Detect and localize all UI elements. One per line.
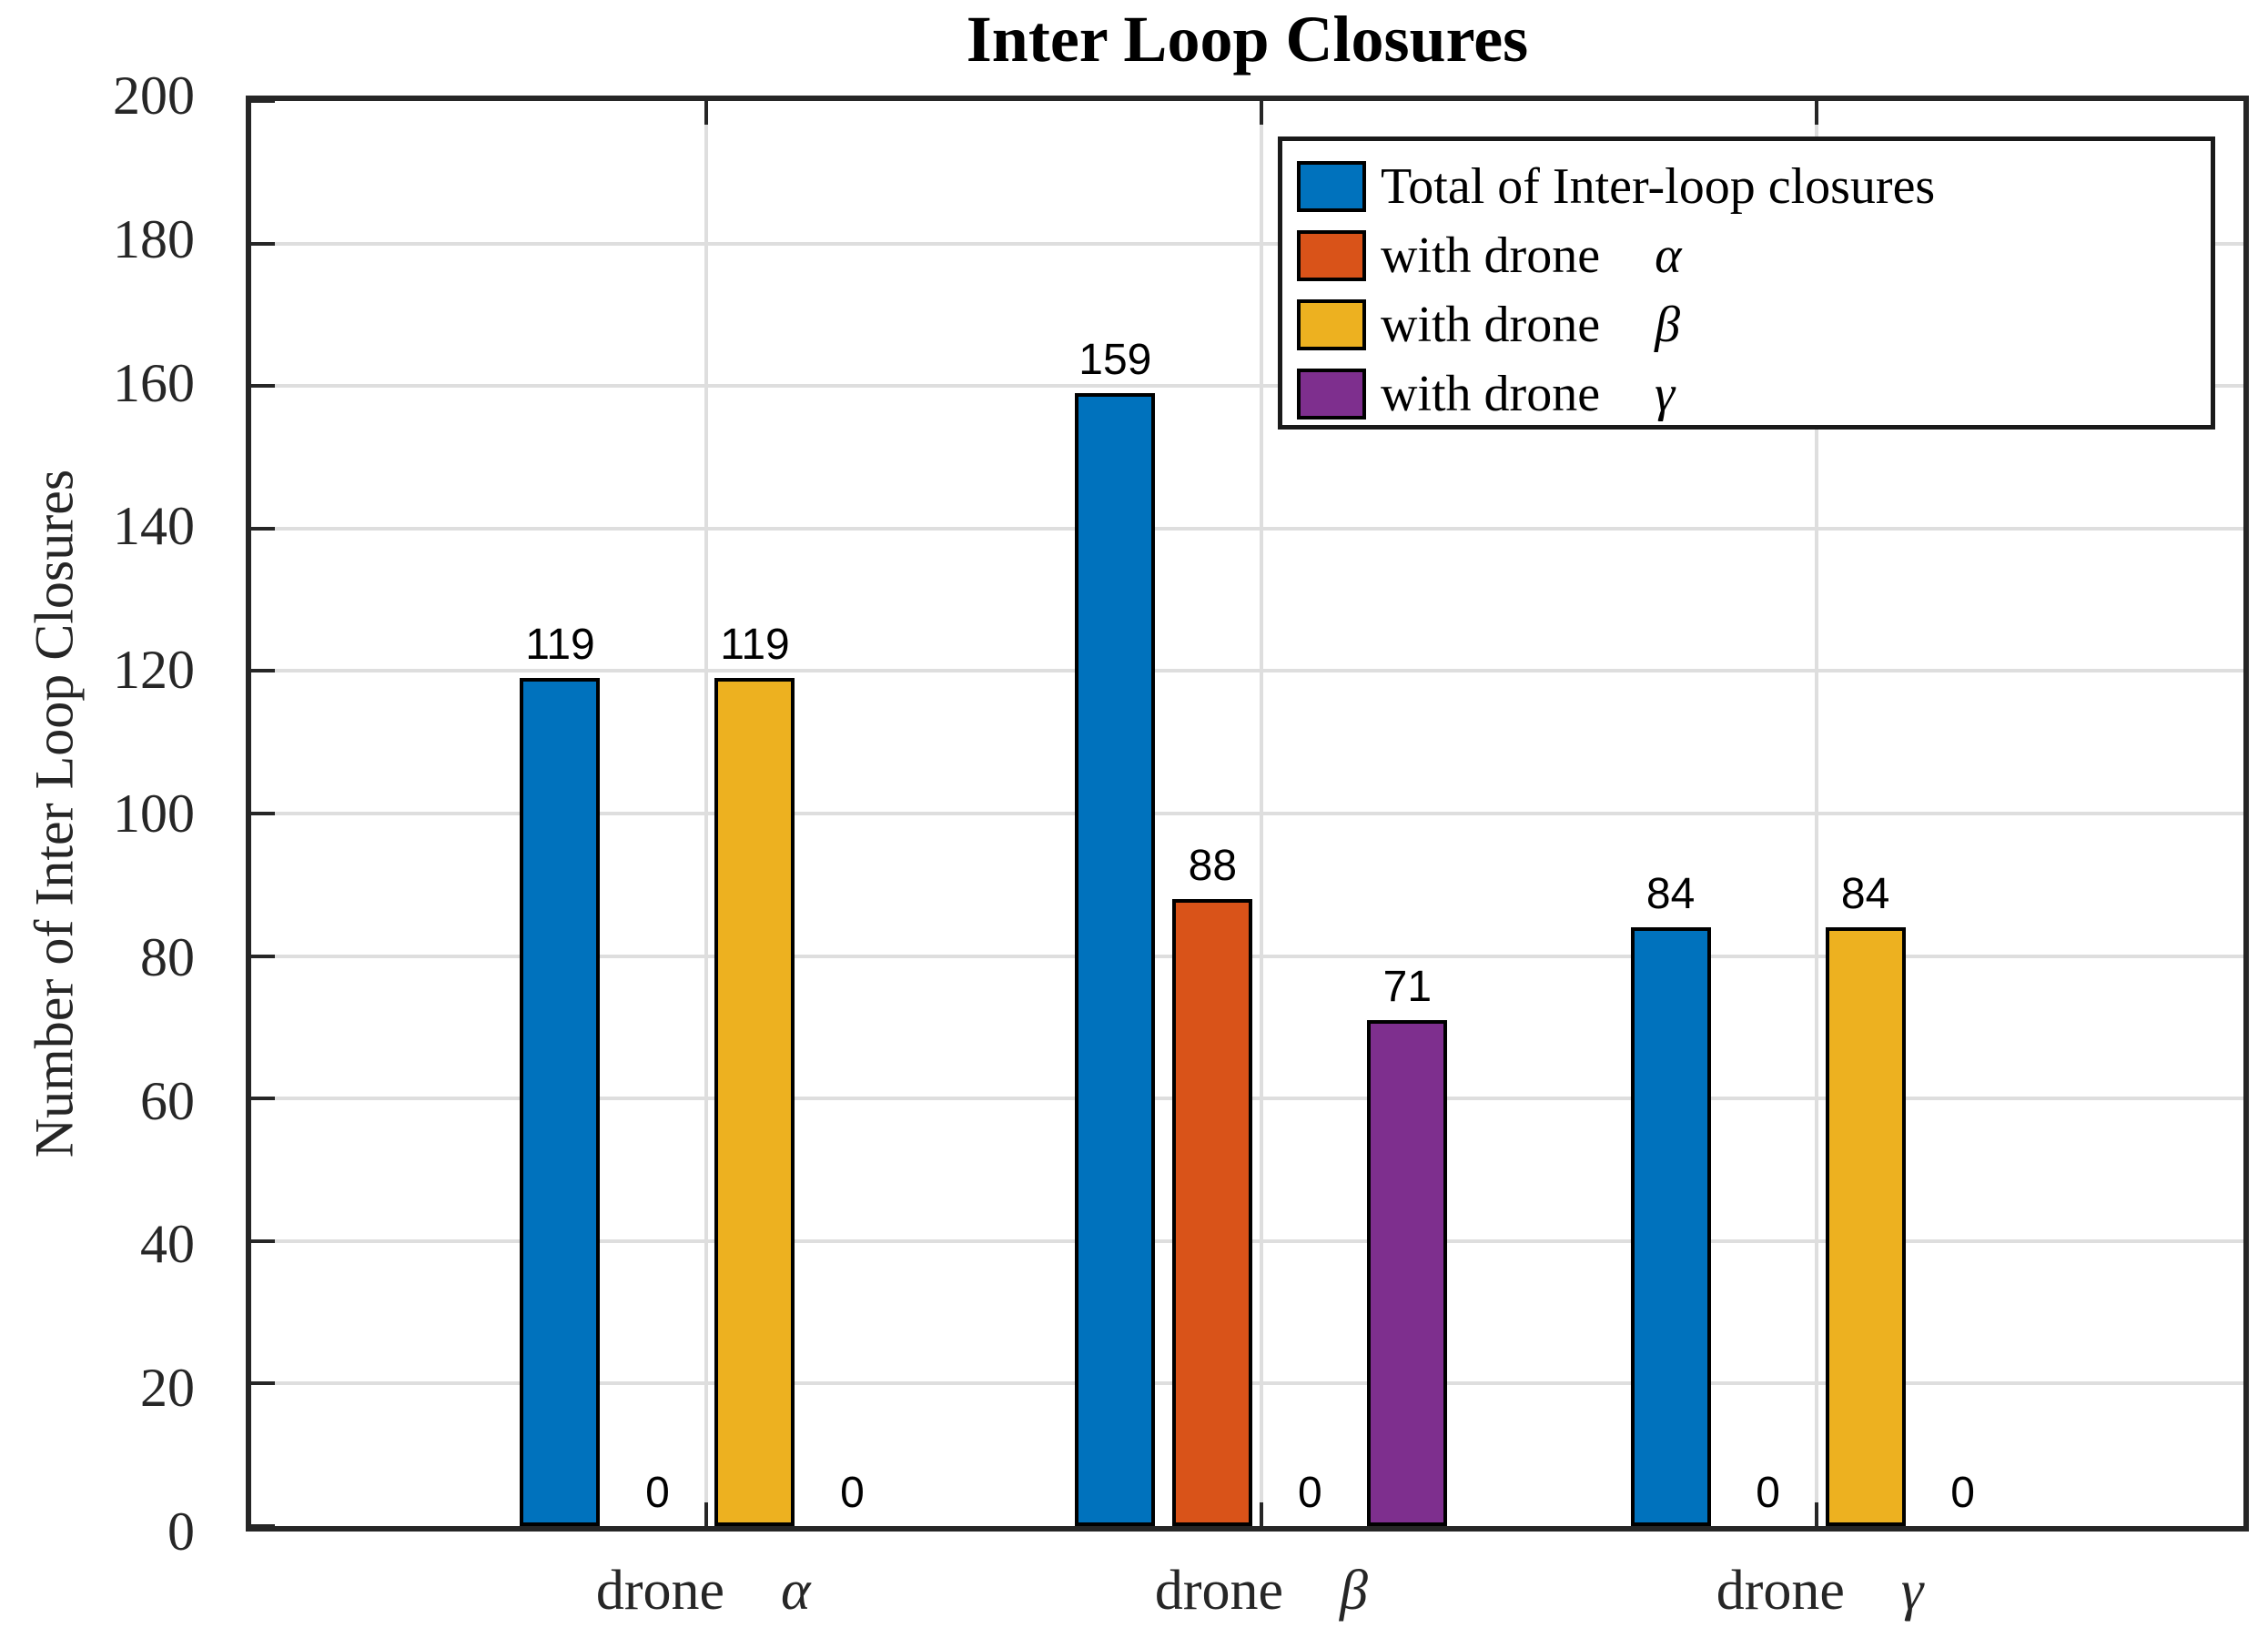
legend-swatch xyxy=(1297,230,1366,281)
legend: Total of Inter-loop closures with drone α w… xyxy=(1278,136,2215,430)
legend-label: with drone β xyxy=(1381,299,1680,350)
x-tick-label: drone γ xyxy=(1716,1560,1924,1622)
x-tick-mark-bottom xyxy=(704,1502,708,1526)
x-tick-mark-top xyxy=(1259,101,1263,125)
x-axis-tick-labels: drone α drone β drone γ xyxy=(246,1547,2249,1647)
legend-item: Total of Inter-loop closures xyxy=(1297,152,2211,221)
y-tick-mark xyxy=(251,526,275,531)
grid-line-vertical xyxy=(1259,101,1263,1526)
legend-swatch xyxy=(1297,299,1366,350)
bar-value-label: 0 xyxy=(840,1469,865,1517)
bar-value-label: 84 xyxy=(1645,870,1696,919)
bar-value-label: 159 xyxy=(1078,336,1152,385)
y-tick-mark xyxy=(251,1524,275,1528)
legend-swatch xyxy=(1297,369,1366,420)
x-tick-mark-top xyxy=(1815,101,1819,125)
legend-item: with drone β xyxy=(1297,290,2211,359)
bar xyxy=(1825,927,1906,1526)
legend-label-text: with drone xyxy=(1381,366,1601,422)
legend-label-text: Total of Inter-loop closures xyxy=(1381,158,1936,215)
legend-label-text: with drone xyxy=(1381,297,1601,353)
chart-title: Inter Loop Closures xyxy=(966,3,1529,76)
x-tick-label-greek: α xyxy=(781,1560,811,1622)
bar-value-label: 0 xyxy=(1950,1469,1975,1517)
grid-line-horizontal xyxy=(251,384,2243,389)
y-tick-label: 160 xyxy=(113,352,195,413)
bar xyxy=(1172,898,1253,1526)
y-tick-mark xyxy=(251,384,275,389)
bar-value-label: 119 xyxy=(720,621,790,670)
grid-line-horizontal xyxy=(251,669,2243,673)
y-tick-label: 40 xyxy=(140,1214,195,1275)
bar-value-label: 88 xyxy=(1188,841,1238,890)
y-tick-label: 140 xyxy=(113,496,195,557)
bar-value-label: 0 xyxy=(1756,1469,1780,1517)
y-tick-mark xyxy=(251,1381,275,1386)
x-tick-mark-top xyxy=(704,101,708,125)
legend-label-greek: α xyxy=(1655,227,1682,284)
legend-label: Total of Inter-loop closures xyxy=(1381,161,1935,212)
bar xyxy=(1075,393,1156,1526)
y-tick-mark xyxy=(251,954,275,958)
y-tick-label: 200 xyxy=(113,66,195,126)
y-axis-tick-labels: 0 20 40 60 80 100 120 140 160 180 200 xyxy=(0,68,195,1559)
y-tick-mark xyxy=(251,241,275,246)
y-tick-label: 0 xyxy=(167,1501,195,1562)
bar-value-label: 0 xyxy=(1297,1469,1322,1517)
legend-label-greek: β xyxy=(1655,297,1680,353)
y-tick-mark xyxy=(251,812,275,815)
legend-swatch xyxy=(1297,161,1366,212)
bar-value-label: 0 xyxy=(645,1469,670,1517)
x-tick-mark-bottom xyxy=(1259,1502,1263,1526)
y-tick-mark xyxy=(251,1097,275,1101)
x-tick-label-text: drone xyxy=(1716,1560,1845,1622)
y-tick-label: 120 xyxy=(113,640,195,701)
y-tick-label: 100 xyxy=(113,784,195,844)
y-tick-mark xyxy=(251,1239,275,1243)
x-tick-label-greek: β xyxy=(1340,1560,1368,1622)
legend-label-text: with drone xyxy=(1381,227,1601,284)
bar-value-label: 71 xyxy=(1382,963,1433,1012)
y-tick-label: 80 xyxy=(140,926,195,987)
bar xyxy=(714,678,795,1526)
y-tick-label: 180 xyxy=(113,208,195,269)
bar xyxy=(520,678,601,1526)
plot-area: Total of Inter-loop closures with drone α w… xyxy=(246,96,2249,1532)
bar-value-label: 119 xyxy=(525,621,595,670)
grid-line-horizontal xyxy=(251,241,2243,246)
x-tick-label-text: drone xyxy=(595,1560,725,1622)
legend-item: with drone γ xyxy=(1297,359,2211,429)
legend-item: with drone α xyxy=(1297,221,2211,290)
legend-label: with drone α xyxy=(1381,230,1681,281)
y-tick-mark xyxy=(251,669,275,673)
bar-value-label: 84 xyxy=(1840,870,1890,919)
grid-line-horizontal xyxy=(251,812,2243,815)
x-tick-label-text: drone xyxy=(1154,1560,1284,1622)
grid-line-horizontal xyxy=(251,526,2243,531)
grid-line-vertical xyxy=(1815,101,1819,1526)
bar xyxy=(1630,927,1711,1526)
y-tick-label: 60 xyxy=(140,1070,195,1131)
x-tick-label-greek: γ xyxy=(1900,1560,1924,1622)
grid-line-vertical xyxy=(704,101,708,1526)
bar xyxy=(1367,1020,1448,1526)
x-tick-mark-bottom xyxy=(1815,1502,1819,1526)
legend-label-greek: γ xyxy=(1655,366,1676,422)
y-tick-mark xyxy=(251,99,275,103)
x-tick-label: drone α xyxy=(596,1560,811,1622)
y-tick-label: 20 xyxy=(140,1358,195,1419)
legend-label: with drone γ xyxy=(1381,369,1675,420)
x-tick-label: drone β xyxy=(1155,1560,1368,1622)
